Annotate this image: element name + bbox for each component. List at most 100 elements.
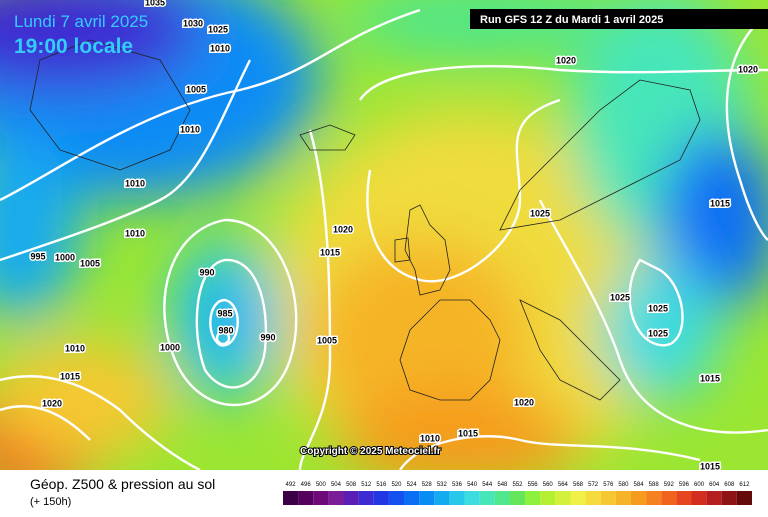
isobar-label: 1010 [420,433,440,443]
legend-swatch [328,491,344,505]
legend-swatch [358,491,374,505]
legend-label: 540 [467,482,478,488]
isobar-label: 1015 [458,428,478,438]
isobar-label: 985 [217,308,232,318]
legend-swatch [313,491,329,505]
legend-label: 588 [649,482,660,488]
legend-swatch [555,491,571,505]
isobar-label: 1010 [125,228,145,238]
legend-swatch [404,491,420,505]
legend-label: 548 [497,482,508,488]
isobar-label: 1010 [125,178,145,188]
isobar-label: 1015 [320,247,340,257]
footer-title: Géop. Z500 & pression au sol [30,476,215,492]
isobar-label: 1010 [180,124,200,134]
legend-swatch [509,491,526,505]
legend-swatch [661,491,677,505]
legend-swatch [388,491,405,505]
legend-label: 516 [376,482,387,488]
legend-label: 512 [361,482,372,488]
legend-swatch [283,491,299,505]
run-info: Run GFS 12 Z du Mardi 1 avril 2025 [480,14,663,26]
legend-swatch [525,491,541,505]
footer-lead: (+ 150h) [30,496,71,508]
legend-label: 608 [724,482,735,488]
legend-label: 572 [588,482,599,488]
legend-swatch [646,491,662,505]
legend-label: 520 [391,482,402,488]
legend-swatch [615,491,631,505]
legend-label: 568 [573,482,584,488]
legend-label: 584 [634,482,645,488]
isobar-label: 1005 [317,335,337,345]
legend-swatch [540,491,556,505]
legend-swatch [479,491,495,505]
legend-label: 492 [286,482,297,488]
isobar-label: 995 [30,251,45,261]
legend-swatch [600,491,616,505]
isobar-label: 1015 [710,198,730,208]
legend-label: 576 [603,482,614,488]
isobar-label: 1030 [183,18,203,28]
legend-label: 592 [664,482,675,488]
field [0,0,768,500]
isobar-label: 1000 [160,342,180,352]
isobar-label: 1000 [55,252,75,262]
color-legend: 492 496 500 504 508 512 516 520 524 528 532 536 540 5… [283,482,752,505]
isobar-label: 1035 [145,0,165,7]
legend-swatch [419,491,435,505]
isobar-label: 1015 [60,371,80,381]
legend-label: 528 [422,482,433,488]
legend-label: 524 [407,482,418,488]
isobar-label: 1005 [186,84,206,94]
legend-swatch [434,491,450,505]
isobar-label: 1020 [42,398,62,408]
legend-label: 564 [558,482,569,488]
isobars [0,8,768,472]
legend-swatch [494,491,510,505]
legend-label: 508 [346,482,357,488]
isobar-label: 990 [199,267,214,277]
legend-swatch [464,491,480,505]
legend-swatch [298,491,314,505]
legend-label: 600 [694,482,705,488]
isobar-label: 1020 [556,55,576,65]
isobar-label: 990 [260,332,275,342]
isobar-label: 1015 [700,461,720,471]
legend-label: 552 [512,482,523,488]
legend-swatch [373,491,389,505]
isobar-label: 1005 [80,258,100,268]
legend-swatch [721,491,737,505]
copyright: Copyright © 2025 Meteociel.fr [300,446,441,457]
coastlines [29,39,701,401]
legend-label: 596 [679,482,690,488]
isobar-label: 1020 [333,224,353,234]
legend-label: 604 [709,482,720,488]
legend-swatch [736,491,752,505]
forecast-date: Lundi 7 avril 2025 [14,12,148,31]
legend-label: 532 [437,482,448,488]
legend-label: 504 [331,482,342,488]
isobar-label: 1025 [648,303,668,313]
legend-swatch [630,491,647,505]
legend-swatch [449,491,465,505]
legend-label: 560 [543,482,554,488]
isobar-label: 1020 [514,397,534,407]
legend-swatch [585,491,601,505]
isobar-label: 1010 [210,43,230,53]
isobar-label: 1025 [648,328,668,338]
forecast-time: 19:00 locale [14,35,133,58]
legend-label: 556 [528,482,539,488]
legend-label: 500 [316,482,327,488]
legend-label: 544 [482,482,493,488]
legend-swatch [570,491,586,505]
isobar-labels: 1035 1030 1025 1010 1005 1010 1010 1010 995 1000 1… [29,0,760,473]
legend-label: 496 [301,482,312,488]
legend-swatch [706,491,722,505]
isobar-label: 1025 [610,292,630,302]
legend-swatch [343,491,359,505]
isobar-label: 1020 [738,64,758,74]
isobar-label: 980 [218,325,233,335]
isobar-label: 1010 [65,343,85,353]
